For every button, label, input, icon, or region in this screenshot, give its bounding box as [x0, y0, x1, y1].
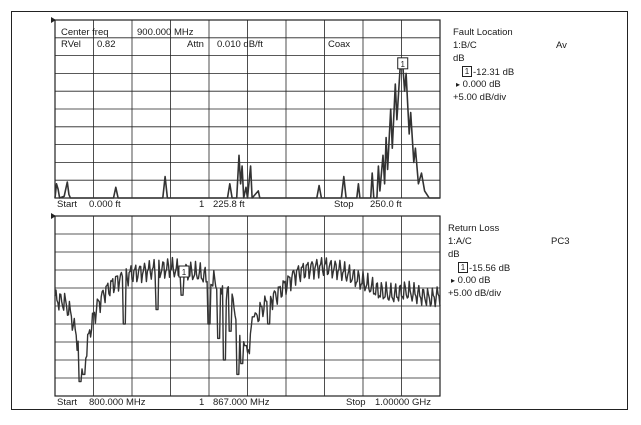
bottom-start-label: Start [57, 397, 78, 408]
attn-label: Attn [187, 39, 204, 50]
bottom-marker-readout: 1 -15.56 dB [458, 262, 510, 275]
marker-1-box-icon: 1 [462, 66, 472, 77]
bottom-marker-readout-value: -15.56 dB [469, 263, 511, 274]
bottom-unit: dB [448, 249, 460, 260]
bottom-channel: 1:A/C [448, 236, 472, 247]
top-start-label: Start [57, 199, 78, 210]
center-freq-label: Center freq [61, 27, 109, 38]
top-stop-label: Stop [334, 199, 354, 210]
return-loss-marker-1-label: 1 [182, 268, 187, 277]
top-scale: +5.00 dB/div [453, 92, 507, 103]
bottom-ref-level: ▸ 0.00 dB [451, 275, 490, 287]
center-freq-value: 900.000 MHz [137, 27, 194, 38]
fault-marker-1-box [397, 57, 409, 70]
return-loss-title: Return Loss [448, 223, 500, 234]
fault-location-title: Fault Location [453, 27, 513, 38]
bottom-stop-label: Stop [346, 397, 366, 408]
rvel-label: RVel [61, 39, 81, 50]
bottom-stop-value: 1.00000 GHz [375, 397, 431, 408]
bottom-mode: PC3 [551, 236, 570, 247]
top-start-value: 0.000 ft [89, 199, 121, 210]
bottom-start-value: 800.000 MHz [89, 397, 146, 408]
top-unit: dB [453, 53, 465, 64]
attn-value: 0.010 dB/ft [217, 39, 263, 50]
marker-1-box-icon: 1 [458, 262, 468, 273]
top-marker-readout: 1 -12.31 dB [462, 66, 514, 79]
top-ref-value: 0.000 dB [462, 79, 501, 90]
ref-arrow-icon: ▸ [451, 276, 456, 285]
cable-type: Coax [328, 39, 351, 50]
fault-marker-1-label: 1 [401, 60, 406, 69]
top-ref-level: ▸ 0.000 dB [456, 79, 501, 91]
bottom-marker-label: 1 [199, 397, 205, 408]
fault-location-trace [54, 62, 440, 199]
top-marker-label: 1 [199, 199, 205, 210]
fault-ref-marker-icon [51, 17, 56, 23]
bottom-marker-value: 867.000 MHz [213, 397, 270, 408]
top-stop-value: 250.0 ft [370, 199, 402, 210]
return-loss-marker-1-box [178, 265, 190, 278]
return-loss-ref-marker-icon [51, 213, 56, 219]
ref-arrow-icon: ▸ [456, 80, 461, 89]
top-marker-value: 225.8 ft [213, 199, 245, 210]
top-marker-readout-value: -12.31 dB [473, 67, 515, 78]
return-loss-trace [54, 256, 441, 383]
top-mode: Av [556, 40, 567, 51]
rvel-value: 0.82 [97, 39, 116, 50]
bottom-ref-value: 0.00 dB [457, 275, 491, 286]
bottom-scale: +5.00 dB/div [448, 288, 502, 299]
top-channel: 1:B/C [453, 40, 477, 51]
instrument-display [11, 11, 628, 410]
